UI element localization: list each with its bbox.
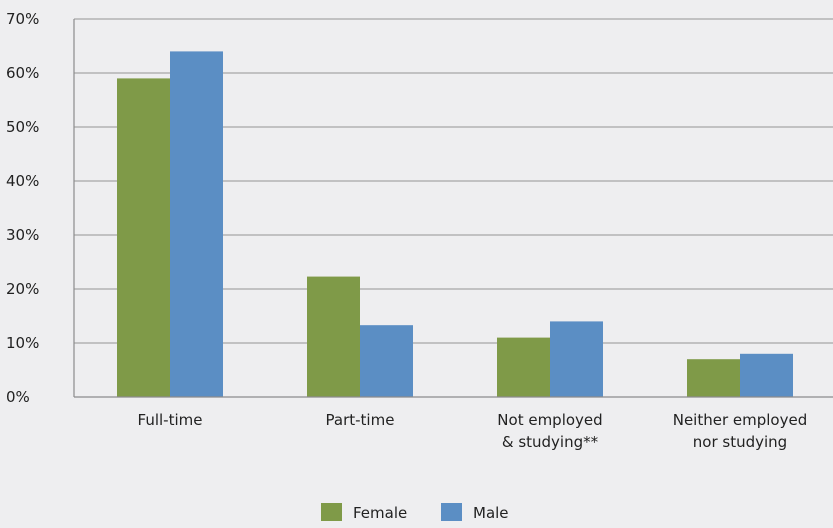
x-category-label: Neither employed nor studying xyxy=(673,411,808,451)
bar-male xyxy=(550,321,603,397)
y-tick-label: 70% xyxy=(6,10,39,28)
x-axis-labels: Full-time Part-time Not employed & studying… xyxy=(138,411,808,451)
axes xyxy=(73,19,833,398)
bar-female xyxy=(497,337,550,397)
bar-male xyxy=(360,325,413,397)
legend: Female Male xyxy=(321,503,509,522)
x-category-label: Not employed & studying** xyxy=(497,411,602,451)
y-tick-label: 10% xyxy=(6,334,39,352)
bar-male xyxy=(170,51,223,398)
y-tick-label: 0% xyxy=(6,388,30,406)
y-axis-ticks: 0% 10% 20% 30% 40% 50% 60% 70% xyxy=(6,10,39,406)
y-tick-label: 60% xyxy=(6,64,39,82)
bar-female xyxy=(687,359,740,397)
y-tick-label: 30% xyxy=(6,226,39,244)
bar-female xyxy=(307,276,360,397)
y-tick-label: 40% xyxy=(6,172,39,190)
legend-label-female: Female xyxy=(353,504,407,522)
x-category-label-line: & studying** xyxy=(502,433,599,451)
bar-female xyxy=(117,78,170,398)
y-tick-label: 20% xyxy=(6,280,39,298)
x-category-label: Part-time xyxy=(326,411,395,429)
x-category-label-line: nor studying xyxy=(693,433,787,451)
x-category-label-line: Not employed xyxy=(497,411,602,429)
legend-swatch-female xyxy=(321,503,342,521)
legend-swatch-male xyxy=(441,503,462,521)
x-category-label-line: Neither employed xyxy=(673,411,808,429)
bars xyxy=(117,51,793,398)
x-category-label-line: Part-time xyxy=(326,411,395,429)
x-category-label: Full-time xyxy=(138,411,203,429)
legend-label-male: Male xyxy=(473,504,509,522)
bar-male xyxy=(740,353,793,397)
y-tick-label: 50% xyxy=(6,118,39,136)
x-category-label-line: Full-time xyxy=(138,411,203,429)
